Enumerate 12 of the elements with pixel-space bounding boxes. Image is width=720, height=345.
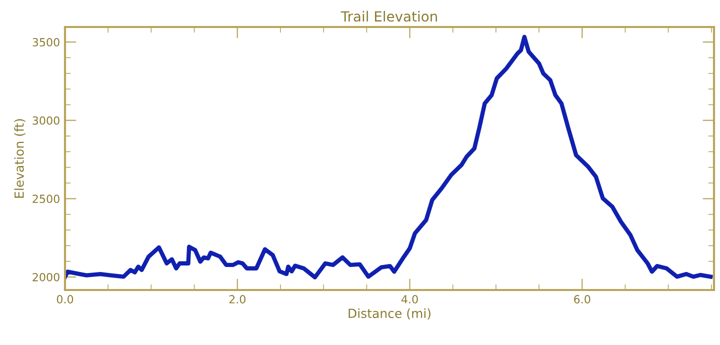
y-tick-label: 2500 xyxy=(32,194,60,204)
x-axis-title: Distance (mi) xyxy=(348,308,430,320)
y-axis-title: Elevation (ft) xyxy=(14,119,26,198)
y-tick-label: 2000 xyxy=(32,272,60,282)
chart-title: Trail Elevation xyxy=(340,10,437,22)
x-tick-label: 6.0 xyxy=(574,295,590,304)
y-tick-label: 3500 xyxy=(32,38,60,46)
y-tick-label: 3000 xyxy=(32,116,60,125)
x-tick-label: 4.0 xyxy=(401,295,418,304)
line-series xyxy=(65,34,713,280)
x-tick-label: 0.0 xyxy=(56,295,74,304)
x-tick-label: 2.0 xyxy=(229,295,246,304)
